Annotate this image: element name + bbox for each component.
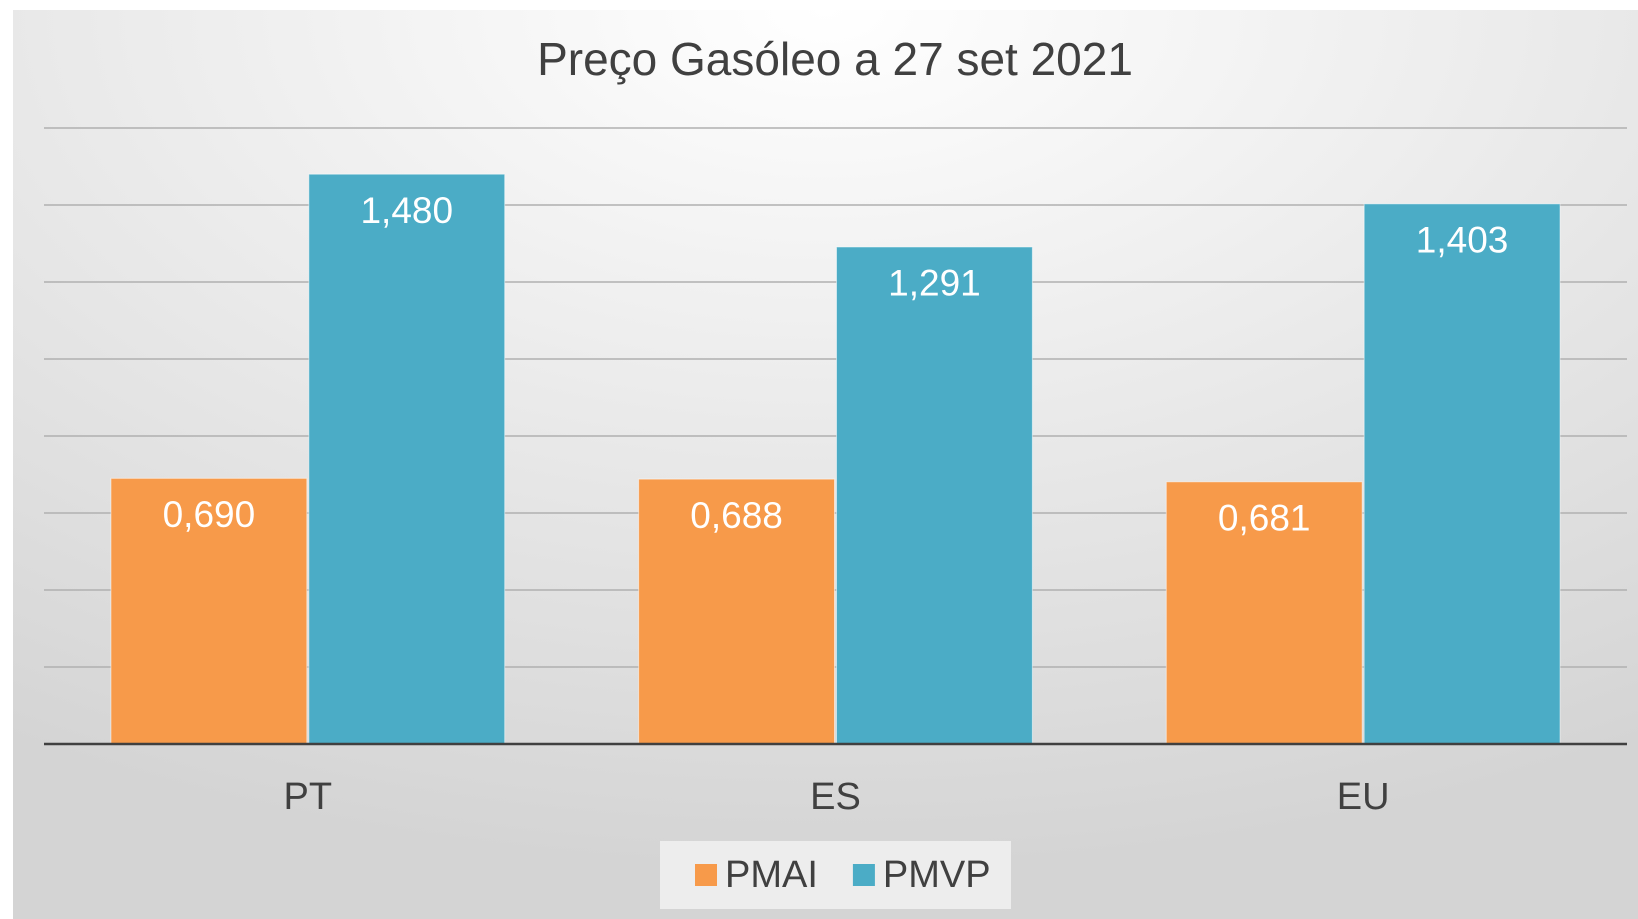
- data-label: 0,688: [690, 495, 783, 536]
- bar: [1165, 481, 1363, 745]
- data-label: 0,690: [163, 494, 256, 535]
- bar: [638, 478, 835, 745]
- chart-title: Preço Gasóleo a 27 set 2021: [537, 33, 1133, 85]
- x-tick-label: EU: [1337, 776, 1390, 818]
- data-label: 0,681: [1218, 498, 1311, 539]
- legend-label: PMAI: [725, 854, 818, 896]
- bar: [836, 246, 1033, 745]
- data-label: 1,480: [360, 190, 453, 231]
- x-tick-label: ES: [810, 776, 861, 818]
- bar: [110, 477, 308, 745]
- bar: [308, 173, 506, 745]
- legend-label: PMVP: [883, 854, 991, 896]
- data-label: 1,291: [888, 263, 981, 304]
- legend-swatch: [852, 864, 875, 886]
- data-label: 1,403: [1416, 220, 1509, 261]
- legend-swatch: [695, 864, 717, 886]
- x-tick-label: PT: [284, 776, 333, 818]
- legend-box: [660, 841, 1011, 909]
- bar: [1363, 203, 1561, 745]
